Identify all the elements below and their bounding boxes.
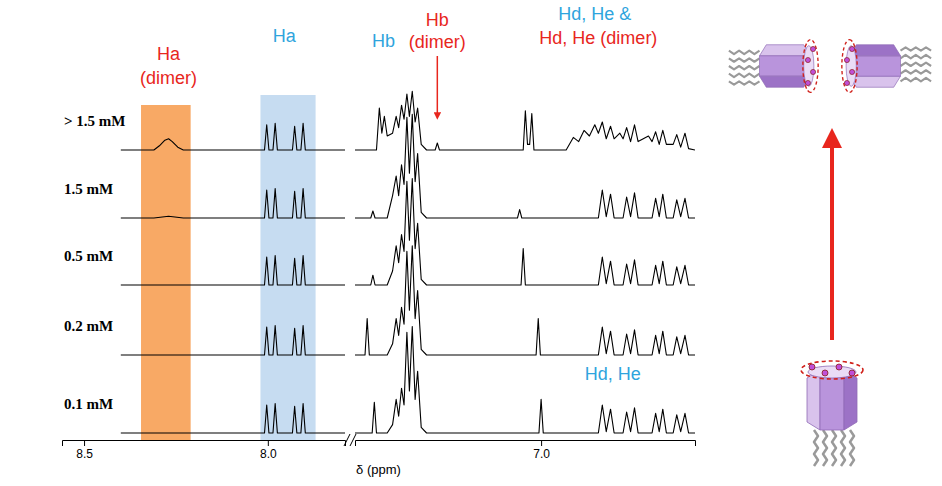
alkyl-tail	[729, 74, 760, 77]
annotation: Hb(dimer)	[409, 10, 466, 52]
barrel-ring	[801, 361, 863, 379]
trace-label: 0.2 mM	[64, 318, 113, 334]
spectrum-line	[121, 326, 345, 355]
alkyl-tail	[850, 430, 854, 466]
guest-dot	[844, 58, 849, 63]
alkyl-tail	[901, 63, 932, 66]
barrel-face	[760, 45, 811, 56]
x-tick-label: 7.0	[533, 447, 550, 461]
guest-dot	[805, 80, 810, 85]
alkyl-tail	[901, 47, 932, 50]
barrel-ring	[842, 40, 857, 93]
barrel-face	[844, 370, 857, 430]
alkyl-tail	[901, 55, 932, 58]
guest-dot	[809, 364, 815, 370]
axis-break	[350, 434, 356, 446]
alkyl-tail	[841, 430, 845, 466]
annotation: Hd, He (dimer)	[539, 28, 657, 48]
x-tick: 7.0	[533, 440, 550, 461]
annotation-arrow	[437, 56, 439, 116]
x-tick: 8.5	[76, 440, 93, 461]
barrel-ring	[803, 40, 818, 93]
alkyl-tail	[814, 430, 818, 466]
spectrum-line	[355, 246, 695, 355]
guest-dot	[850, 69, 855, 74]
plot-area	[121, 95, 345, 440]
guest-dot	[805, 58, 810, 63]
process-arrow	[830, 138, 834, 340]
annotation: Ha	[273, 26, 297, 46]
alkyl-tail	[901, 70, 932, 73]
x-axis: 7.0	[356, 440, 696, 461]
x-tick-label: 8.0	[260, 447, 277, 461]
guest-dot	[822, 370, 828, 376]
alkyl-tail	[729, 51, 760, 54]
alkyl-tail	[729, 81, 760, 84]
molecule-cartoon	[729, 40, 818, 93]
highlight-band	[141, 105, 191, 440]
diagram	[729, 40, 931, 466]
alkyl-tail	[729, 66, 760, 69]
x-tick: 8.0	[260, 440, 277, 461]
alkyl-tail	[823, 430, 827, 466]
spectrum-line	[121, 123, 345, 150]
guest-dot	[849, 370, 855, 376]
trace-label: 0.5 mM	[64, 248, 113, 264]
annotation: Hd, He &	[558, 4, 631, 24]
barrel-face	[850, 76, 901, 87]
spectrum-line	[121, 404, 345, 433]
spectrum-line	[355, 327, 695, 433]
annotation: Hb	[372, 31, 395, 51]
trace-label: 0.1 mM	[64, 396, 113, 412]
barrel-face	[850, 45, 901, 56]
figure: > 1.5 mM 1.5 mM 0.5 mM 0.2 mM 0.1 mM 8.5 8.0 7.…	[0, 0, 942, 486]
barrel-face	[807, 370, 820, 430]
x-tick-mark	[84, 440, 85, 446]
molecule-cartoon	[842, 40, 931, 93]
guest-dot	[850, 46, 855, 51]
trace-label: 1.5 mM	[64, 181, 113, 197]
x-axis: 8.5 8.0	[63, 440, 346, 461]
guest-dot	[811, 46, 816, 51]
molecule-cartoon	[801, 361, 863, 466]
alkyl-tail	[901, 78, 932, 81]
barrel-face	[760, 76, 811, 87]
guest-dot	[836, 364, 842, 370]
trace-label: > 1.5 mM	[64, 113, 125, 129]
spectrum-line	[121, 189, 345, 218]
alkyl-tail	[832, 430, 836, 466]
annotation: Hd, He	[585, 364, 641, 384]
x-axis-line	[356, 441, 696, 447]
spectrum-line	[121, 256, 345, 285]
x-axis-line	[63, 441, 346, 447]
guest-dot	[811, 69, 816, 74]
x-tick-label: 8.5	[76, 447, 93, 461]
x-tick-mark	[268, 440, 269, 446]
annotation: Ha(dimer)	[140, 44, 197, 88]
axis-break	[344, 434, 350, 446]
plot-area	[355, 91, 695, 433]
x-axis-title: δ (ppm)	[356, 462, 401, 477]
guest-dot	[844, 80, 849, 85]
alkyl-tail	[729, 58, 760, 61]
x-tick-mark	[541, 440, 542, 446]
